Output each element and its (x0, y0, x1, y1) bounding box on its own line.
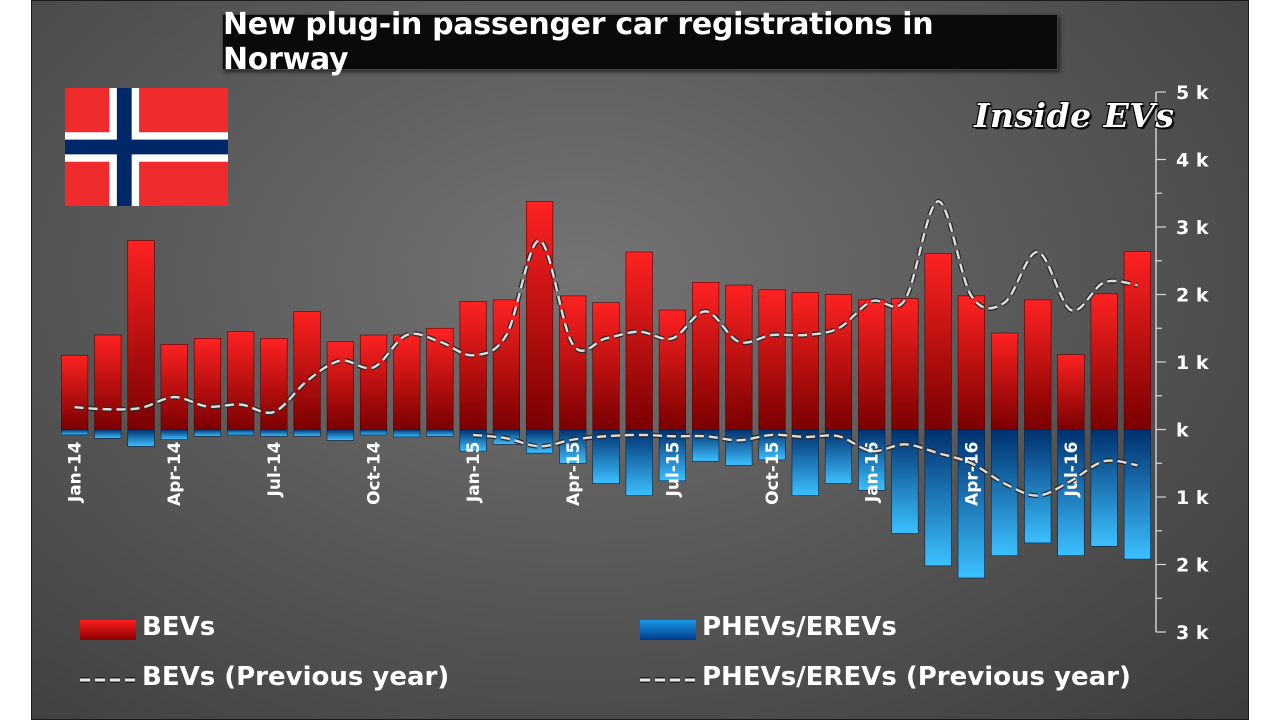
bar-phev (858, 429, 886, 491)
bar-phev (725, 429, 753, 466)
bar-phev (94, 429, 122, 439)
bar-phev (193, 429, 222, 437)
bar-bev (227, 331, 255, 430)
chart-title: New plug-in passenger car registrations … (223, 7, 934, 77)
bar-bev (891, 298, 919, 430)
bar-bev (1090, 293, 1118, 430)
bar-phev (260, 429, 288, 437)
bar-phev (359, 429, 388, 436)
bar-phev (791, 429, 819, 496)
x-tick-label: Jan-15 (464, 441, 484, 503)
bar-bev (1057, 354, 1085, 430)
legend-label-phev: PHEVs/EREVs (702, 612, 897, 642)
bar-phev (525, 429, 554, 454)
x-tick-label: Oct-15 (763, 442, 783, 505)
bar-bev (692, 282, 720, 430)
legend-label-bev: BEVs (142, 612, 216, 642)
bar-phev (127, 429, 155, 447)
bar-phev (1024, 429, 1052, 544)
bar-bev (824, 294, 853, 430)
y-tick-label: 3 k (1176, 217, 1209, 239)
bar-bev (957, 295, 985, 430)
x-tick-label: Jul-15 (663, 442, 683, 498)
bar-bev (193, 338, 222, 430)
bar-phev (625, 429, 653, 496)
bar-phev (957, 429, 985, 579)
bar-bev (990, 332, 1019, 430)
bar-bev (858, 299, 886, 430)
bar-bev (393, 334, 421, 430)
x-tick-label: Jul-16 (1062, 442, 1082, 498)
bar-bev (160, 344, 188, 430)
bar-bev (492, 299, 520, 430)
bar-phev (293, 429, 321, 437)
x-tick-label: Jul-14 (265, 441, 285, 497)
bar-phev (1090, 429, 1118, 547)
bar-bev (359, 334, 388, 430)
x-tick-label: Apr-16 (962, 441, 982, 505)
bar-bev (293, 311, 321, 430)
title-box: New plug-in passenger car registrations … (222, 7, 1058, 77)
bar-phev (1123, 429, 1151, 560)
bar-bev (625, 251, 653, 430)
bar-phev (227, 429, 255, 436)
norway-flag-icon (65, 88, 228, 206)
bar-phev (990, 429, 1019, 557)
bar-phev (393, 429, 421, 438)
bar-bev (924, 253, 952, 430)
bar-bev (725, 284, 753, 430)
bar-bev (326, 341, 354, 430)
x-tick-label: Jan-14 (66, 441, 86, 503)
y-tick-label: 4 k (1176, 150, 1209, 172)
y-tick-label: k (1176, 420, 1189, 442)
bar-bev (658, 309, 687, 430)
bar-bev (459, 300, 487, 430)
y-tick-label: 5 k (1176, 82, 1209, 104)
bar-bev (94, 334, 122, 430)
y-tick-label: 3 k (1176, 622, 1209, 644)
bar-bev (260, 338, 288, 430)
legend-swatch-phev-prev (640, 677, 696, 683)
bar-phev (160, 429, 188, 440)
x-tick-label: Apr-14 (165, 441, 185, 506)
bar-bev (525, 201, 554, 430)
legend-label-phev-prev: PHEVs/EREVs (Previous year) (702, 662, 1131, 692)
y-tick-label: 2 k (1176, 555, 1209, 577)
bar-phev (1057, 429, 1085, 557)
legend-swatch-phev (640, 620, 696, 640)
x-tick-label: Oct-14 (365, 441, 385, 505)
bar-phev (426, 429, 454, 437)
bar-bev (1123, 251, 1151, 430)
line-bev-prev (74, 200, 1138, 414)
bar-phev (326, 429, 354, 441)
y-tick-label: 1 k (1176, 352, 1209, 374)
x-tick-label: Apr-15 (564, 442, 584, 506)
bar-phev (61, 429, 89, 436)
bar-bev (61, 354, 89, 430)
bar-bev (791, 292, 819, 430)
y-tick-label: 2 k (1176, 285, 1209, 307)
bar-phev (924, 429, 952, 567)
bar-phev (559, 429, 587, 464)
bar-bev (592, 302, 620, 430)
brand-logo: Inside EVs (974, 96, 1175, 135)
bar-bev (1024, 299, 1052, 430)
legend-swatch-bev-prev (80, 677, 136, 683)
y-tick-label: 1 k (1176, 487, 1209, 509)
legend-swatch-bev (80, 620, 136, 640)
x-tick-label: Jan-16 (863, 442, 883, 504)
bar-bev (758, 289, 786, 430)
legend-label-bev-prev: BEVs (Previous year) (142, 662, 450, 692)
bar-bev (127, 240, 155, 430)
